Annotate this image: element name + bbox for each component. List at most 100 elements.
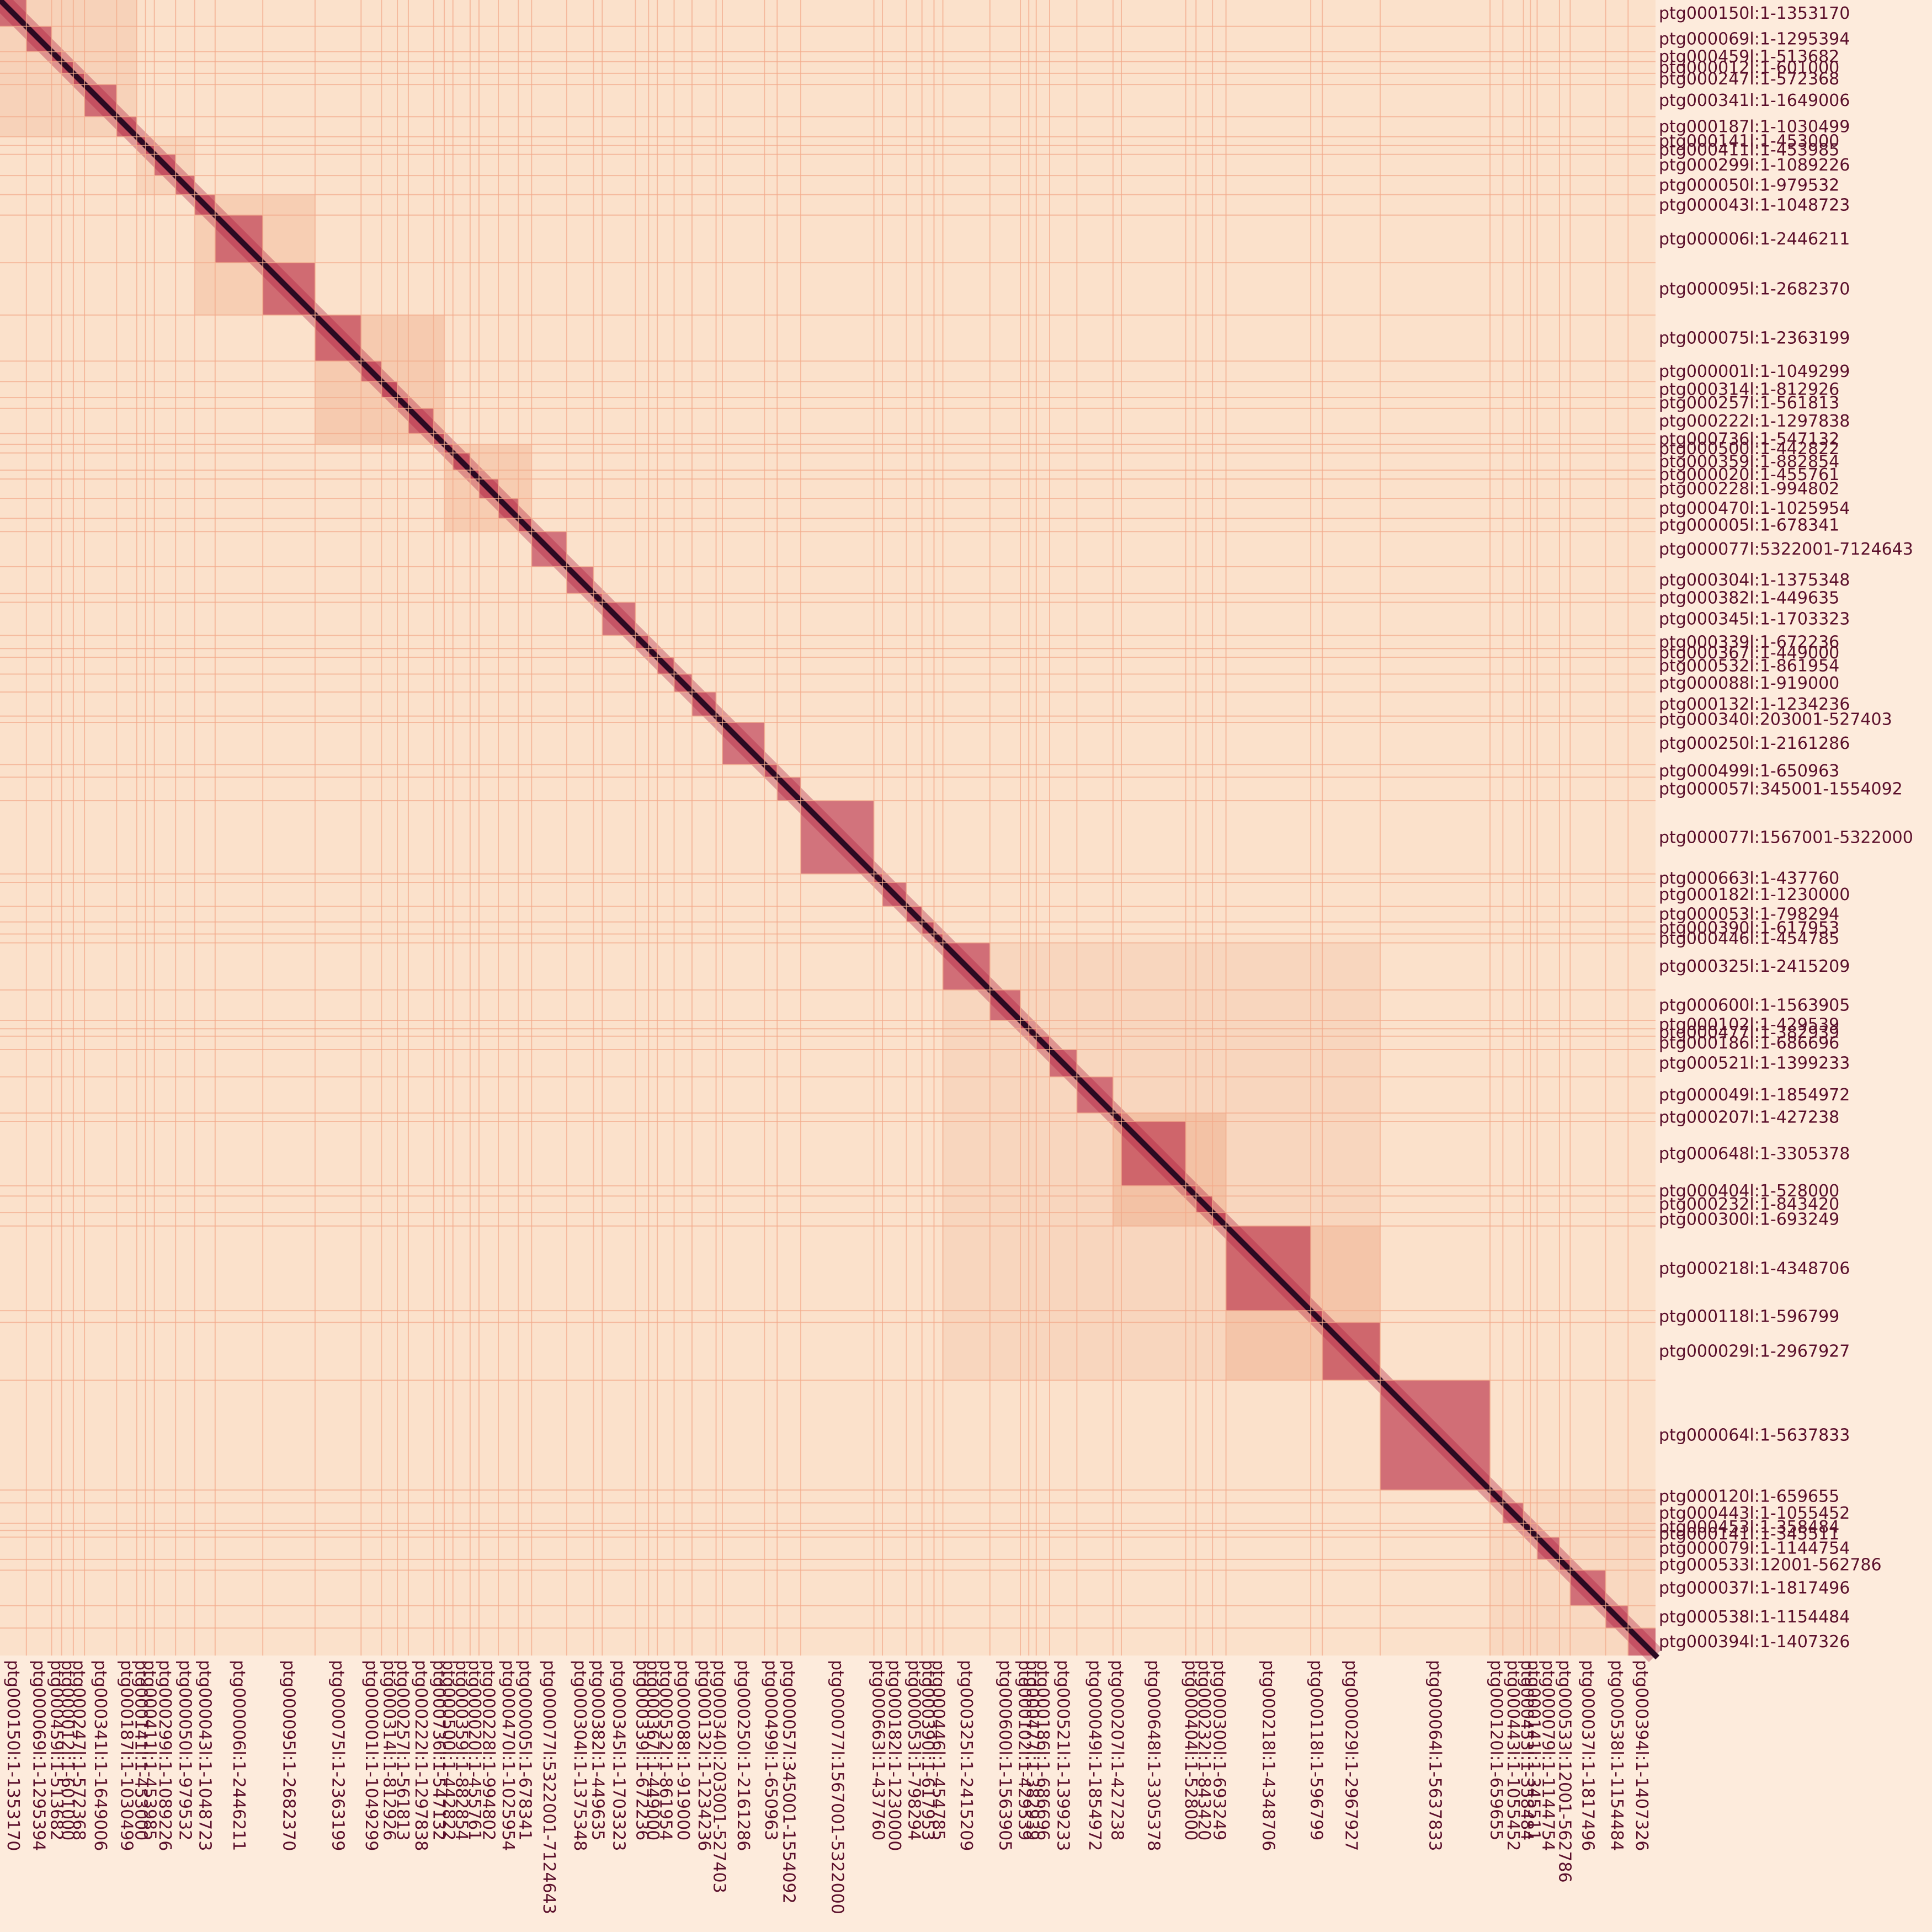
x-tick-label: ptg000218l:1-4348706 bbox=[1258, 1660, 1278, 1851]
y-tick-label: ptg000141l:1-345511 bbox=[1659, 1524, 1839, 1544]
y-tick-label: ptg000367l:1-449000 bbox=[1659, 643, 1839, 663]
contact-matrix bbox=[0, 0, 1663, 1663]
y-tick-label: ptg000300l:1-693249 bbox=[1659, 1210, 1839, 1229]
y-tick-label: ptg000345l:1-1703323 bbox=[1659, 609, 1850, 629]
y-tick-label: ptg000001l:1-1049299 bbox=[1659, 362, 1850, 381]
y-tick-label: ptg000037l:1-1817496 bbox=[1659, 1578, 1850, 1598]
y-tick-label: ptg000006l:1-2446211 bbox=[1659, 230, 1850, 249]
y-tick-label: ptg000218l:1-4348706 bbox=[1659, 1259, 1850, 1278]
y-tick-label: ptg000049l:1-1854972 bbox=[1659, 1085, 1850, 1105]
y-tick-label: ptg000187l:1-1030499 bbox=[1659, 118, 1850, 137]
x-tick-label: ptg000079l:1-1144754 bbox=[1539, 1660, 1558, 1851]
y-tick-label: ptg000394l:1-1407326 bbox=[1659, 1632, 1850, 1652]
x-tick-label: ptg000132l:1-1234236 bbox=[694, 1660, 714, 1851]
x-tick-label: ptg000006l:1-2446211 bbox=[229, 1660, 248, 1851]
y-tick-label: ptg000250l:1-2161286 bbox=[1659, 734, 1850, 753]
x-tick-label: ptg000057l:345001-1554092 bbox=[779, 1660, 799, 1904]
y-tick-label: ptg000533l:12001-562786 bbox=[1659, 1556, 1882, 1575]
x-tick-label: ptg000359l:1-882854 bbox=[451, 1660, 471, 1840]
x-tick-label: ptg000075l:1-2363199 bbox=[328, 1660, 348, 1851]
x-tick-label: ptg000443l:1-1055452 bbox=[1503, 1660, 1523, 1851]
x-tick-label: ptg000538l:1-1154484 bbox=[1607, 1660, 1626, 1851]
x-tick-label: ptg000186l:1-686696 bbox=[1033, 1660, 1052, 1840]
x-axis-contig-labels: ptg000150l:1-1353170 ptg000069l:1-1295394… bbox=[3, 1660, 1651, 1914]
x-tick-label: ptg000314l:1-812926 bbox=[380, 1660, 399, 1840]
y-tick-label: ptg000043l:1-1048723 bbox=[1659, 195, 1850, 215]
y-tick-label: ptg000359l:1-882854 bbox=[1659, 452, 1839, 471]
diagonal-contact-line bbox=[0, 0, 1660, 1660]
x-tick-label: ptg000005l:1-678341 bbox=[515, 1660, 534, 1840]
x-tick-label: ptg000500l:1-442822 bbox=[439, 1660, 458, 1840]
y-tick-label: ptg000339l:1-672236 bbox=[1659, 632, 1839, 652]
y-tick-label: ptg000341l:1-1649006 bbox=[1659, 91, 1850, 110]
x-tick-label: ptg000102l:1-429539 bbox=[1015, 1660, 1034, 1840]
x-tick-label: ptg000404l:1-528000 bbox=[1181, 1660, 1200, 1840]
y-tick-label: ptg000012l:1-601000 bbox=[1659, 58, 1839, 77]
y-tick-label: ptg000222l:1-1297838 bbox=[1659, 412, 1850, 431]
x-tick-label: ptg000382l:1-449635 bbox=[588, 1660, 607, 1840]
x-tick-label: ptg000088l:1-919000 bbox=[673, 1660, 693, 1840]
y-tick-label: ptg000600l:1-1563905 bbox=[1659, 996, 1850, 1015]
x-tick-label: ptg000187l:1-1030499 bbox=[117, 1660, 136, 1851]
x-tick-label: ptg000663l:1-437760 bbox=[868, 1660, 887, 1840]
x-tick-label: ptg000077l:5322001-7124643 bbox=[539, 1660, 558, 1914]
x-tick-label: ptg000300l:1-693249 bbox=[1209, 1660, 1228, 1840]
y-tick-label: ptg000057l:345001-1554092 bbox=[1659, 780, 1903, 799]
x-tick-label: ptg000459l:1-513682 bbox=[47, 1660, 66, 1840]
y-tick-label: ptg000141l:1-453000 bbox=[1659, 132, 1839, 151]
x-tick-label: ptg000325l:1-2415209 bbox=[956, 1660, 976, 1851]
x-tick-label: ptg000001l:1-1049299 bbox=[361, 1660, 381, 1851]
y-tick-label: ptg000532l:1-861954 bbox=[1659, 656, 1839, 675]
x-tick-label: ptg000029l:1-2967927 bbox=[1342, 1660, 1361, 1851]
x-tick-label: ptg000037l:1-1817496 bbox=[1578, 1660, 1597, 1851]
y-tick-label: ptg000118l:1-596799 bbox=[1659, 1307, 1839, 1327]
x-tick-label: ptg000341l:1-1649006 bbox=[91, 1660, 110, 1851]
y-tick-label: ptg000182l:1-1230000 bbox=[1659, 885, 1850, 904]
x-tick-label: ptg000069l:1-1295394 bbox=[29, 1660, 49, 1851]
x-tick-label: ptg000304l:1-1375348 bbox=[570, 1660, 589, 1851]
y-tick-label: ptg000207l:1-427238 bbox=[1659, 1108, 1839, 1127]
y-tick-label: ptg000648l:1-3305378 bbox=[1659, 1144, 1850, 1163]
x-tick-label: ptg000394l:1-1407326 bbox=[1632, 1660, 1651, 1851]
x-tick-label: ptg000600l:1-1563905 bbox=[995, 1660, 1014, 1851]
y-tick-label: ptg000499l:1-650963 bbox=[1659, 762, 1839, 781]
x-tick-label: ptg000345l:1-1703323 bbox=[609, 1660, 628, 1851]
y-tick-label: ptg000314l:1-812926 bbox=[1659, 380, 1839, 400]
x-tick-label: ptg000446l:1-454785 bbox=[929, 1660, 948, 1840]
x-tick-label: ptg000648l:1-3305378 bbox=[1143, 1660, 1163, 1851]
y-tick-label: ptg000132l:1-1234236 bbox=[1659, 695, 1850, 714]
y-tick-label: ptg000232l:1-843420 bbox=[1659, 1195, 1839, 1214]
y-tick-label: ptg000453l:1-358484 bbox=[1659, 1518, 1839, 1537]
x-tick-label: ptg000736l:1-547132 bbox=[429, 1660, 448, 1840]
y-tick-label: ptg000477l:1-382939 bbox=[1659, 1023, 1839, 1042]
x-tick-label: ptg000050l:1-979532 bbox=[175, 1660, 194, 1840]
y-tick-label: ptg000095l:1-2682370 bbox=[1659, 280, 1850, 299]
x-tick-label: ptg000020l:1-455761 bbox=[465, 1660, 484, 1840]
y-tick-label: ptg000470l:1-1025954 bbox=[1659, 499, 1850, 518]
y-tick-label: ptg000053l:1-798294 bbox=[1659, 905, 1839, 924]
y-tick-label: ptg000538l:1-1154484 bbox=[1659, 1608, 1850, 1627]
x-tick-label: ptg000499l:1-650963 bbox=[761, 1660, 780, 1840]
x-tick-label: ptg000411l:1-453985 bbox=[140, 1660, 159, 1840]
y-tick-label: ptg000443l:1-1055452 bbox=[1659, 1504, 1850, 1523]
y-tick-label: ptg000663l:1-437760 bbox=[1659, 869, 1839, 888]
x-tick-label: ptg000120l:1-659655 bbox=[1487, 1660, 1506, 1840]
y-tick-label: ptg000088l:1-919000 bbox=[1659, 674, 1839, 693]
y-tick-label: ptg000299l:1-1089226 bbox=[1659, 156, 1850, 175]
x-tick-label: ptg000390l:1-617953 bbox=[918, 1660, 938, 1840]
y-tick-label: ptg000120l:1-659655 bbox=[1659, 1487, 1839, 1507]
x-tick-label: ptg000299l:1-1089226 bbox=[155, 1660, 174, 1851]
x-tick-label: ptg000453l:1-358484 bbox=[1517, 1660, 1536, 1840]
y-tick-label: ptg000069l:1-1295394 bbox=[1659, 30, 1850, 49]
y-tick-label: ptg000257l:1-561813 bbox=[1659, 393, 1839, 413]
y-tick-label: ptg000340l:203001-527403 bbox=[1659, 710, 1892, 729]
x-tick-label: ptg000470l:1-1025954 bbox=[498, 1660, 518, 1851]
x-tick-label: ptg000232l:1-843420 bbox=[1194, 1660, 1214, 1840]
x-tick-label: ptg000532l:1-861954 bbox=[656, 1660, 675, 1840]
x-tick-label: ptg000095l:1-2682370 bbox=[279, 1660, 299, 1851]
x-tick-label: ptg000053l:1-798294 bbox=[904, 1660, 924, 1840]
y-tick-label: ptg000411l:1-453985 bbox=[1659, 141, 1839, 160]
x-tick-label: ptg000228l:1-994802 bbox=[479, 1660, 498, 1840]
contig-boundary-grid bbox=[0, 0, 1656, 1656]
